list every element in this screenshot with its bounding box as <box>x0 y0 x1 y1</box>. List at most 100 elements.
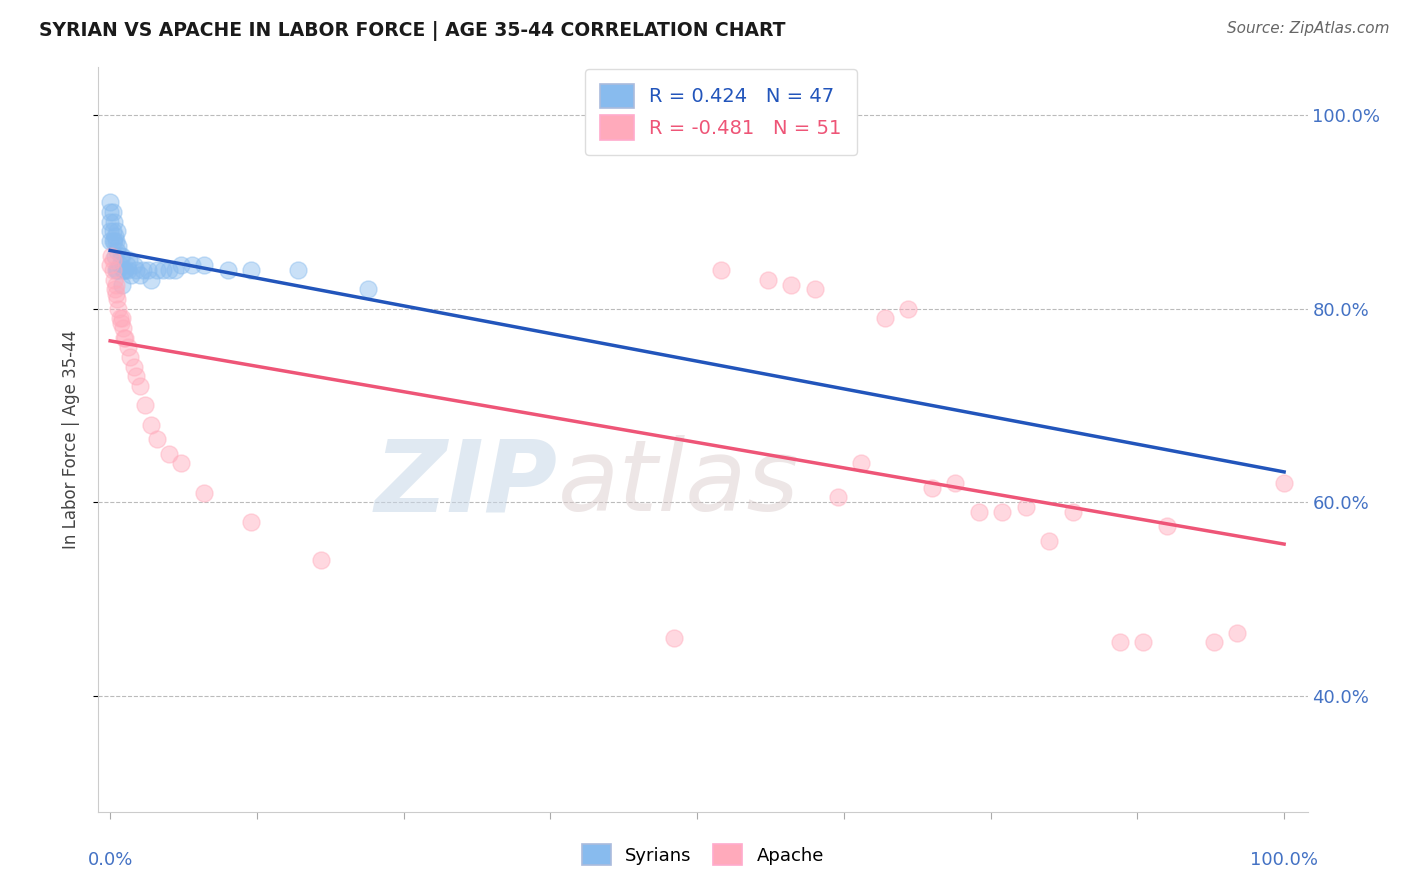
Point <box>111 248 134 262</box>
Point <box>240 263 263 277</box>
Point <box>112 331 135 345</box>
Point <box>897 301 920 316</box>
Point <box>105 263 128 277</box>
Point <box>240 515 263 529</box>
Point <box>128 268 150 282</box>
Legend: Syrians, Apache: Syrians, Apache <box>571 833 835 876</box>
Point <box>1108 635 1130 649</box>
Point <box>357 282 380 296</box>
Point <box>101 234 124 248</box>
Point <box>169 457 191 471</box>
Point <box>101 205 124 219</box>
Text: ZIP: ZIP <box>375 435 558 533</box>
Point <box>105 292 128 306</box>
Point <box>107 239 129 253</box>
Point <box>112 263 135 277</box>
Text: 0.0%: 0.0% <box>87 851 132 869</box>
Point <box>1062 505 1084 519</box>
Point <box>108 311 131 326</box>
Point <box>311 553 333 567</box>
Point <box>105 263 128 277</box>
Point <box>107 263 129 277</box>
Point <box>122 258 145 272</box>
Point <box>104 282 127 296</box>
Point <box>111 277 134 292</box>
Point <box>1202 635 1225 649</box>
Point <box>98 258 121 272</box>
Point <box>141 417 163 432</box>
Point <box>101 224 124 238</box>
Point <box>100 248 122 262</box>
Point <box>152 263 174 277</box>
Point <box>1038 533 1060 548</box>
Point <box>1156 519 1178 533</box>
Point <box>163 263 186 277</box>
Point <box>662 631 685 645</box>
Point <box>122 359 145 374</box>
Point <box>193 485 215 500</box>
Point <box>134 399 156 413</box>
Point <box>110 248 132 262</box>
Point <box>105 244 128 258</box>
Point <box>921 481 943 495</box>
Point <box>146 433 169 447</box>
Point <box>146 263 169 277</box>
Point <box>117 340 139 354</box>
Text: atlas: atlas <box>558 435 800 533</box>
Point <box>120 268 142 282</box>
Point <box>101 263 124 277</box>
Point <box>756 273 779 287</box>
Point <box>851 457 873 471</box>
Point <box>181 258 204 272</box>
Point <box>1015 500 1038 514</box>
Point <box>136 263 159 277</box>
Point <box>780 277 803 292</box>
Point <box>125 369 148 384</box>
Point <box>1226 625 1249 640</box>
Point <box>108 258 131 272</box>
Point <box>114 263 136 277</box>
Point <box>105 277 128 292</box>
Point <box>967 505 990 519</box>
Point <box>98 224 121 238</box>
Point <box>945 475 967 490</box>
Point <box>112 321 135 335</box>
Text: 100.0%: 100.0% <box>1250 851 1317 869</box>
Point <box>98 215 121 229</box>
Point <box>873 311 896 326</box>
Point <box>104 229 127 244</box>
Point <box>105 287 128 301</box>
Point <box>991 505 1014 519</box>
Point <box>98 234 121 248</box>
Legend: R = 0.424   N = 47, R = -0.481   N = 51: R = 0.424 N = 47, R = -0.481 N = 51 <box>585 69 856 154</box>
Point <box>217 263 239 277</box>
Point <box>125 263 148 277</box>
Point <box>169 258 191 272</box>
Point <box>105 224 128 238</box>
Text: SYRIAN VS APACHE IN LABOR FORCE | AGE 35-44 CORRELATION CHART: SYRIAN VS APACHE IN LABOR FORCE | AGE 35… <box>39 21 786 41</box>
Point <box>803 282 825 296</box>
Point <box>111 311 134 326</box>
Point <box>141 273 163 287</box>
Point <box>103 234 125 248</box>
Point <box>107 301 129 316</box>
Point <box>287 263 309 277</box>
Point <box>193 258 215 272</box>
Point <box>112 263 135 277</box>
Point <box>105 234 128 248</box>
Point <box>98 195 121 210</box>
Point <box>132 263 155 277</box>
Point <box>1272 475 1295 490</box>
Point <box>103 273 125 287</box>
Point <box>114 331 136 345</box>
Point <box>157 263 180 277</box>
Point <box>827 491 849 505</box>
Point <box>115 258 138 272</box>
Point <box>117 263 139 277</box>
Point <box>103 215 125 229</box>
Point <box>118 253 141 268</box>
Point <box>98 205 121 219</box>
Text: Source: ZipAtlas.com: Source: ZipAtlas.com <box>1226 21 1389 37</box>
Point <box>710 263 733 277</box>
Point <box>101 253 124 268</box>
